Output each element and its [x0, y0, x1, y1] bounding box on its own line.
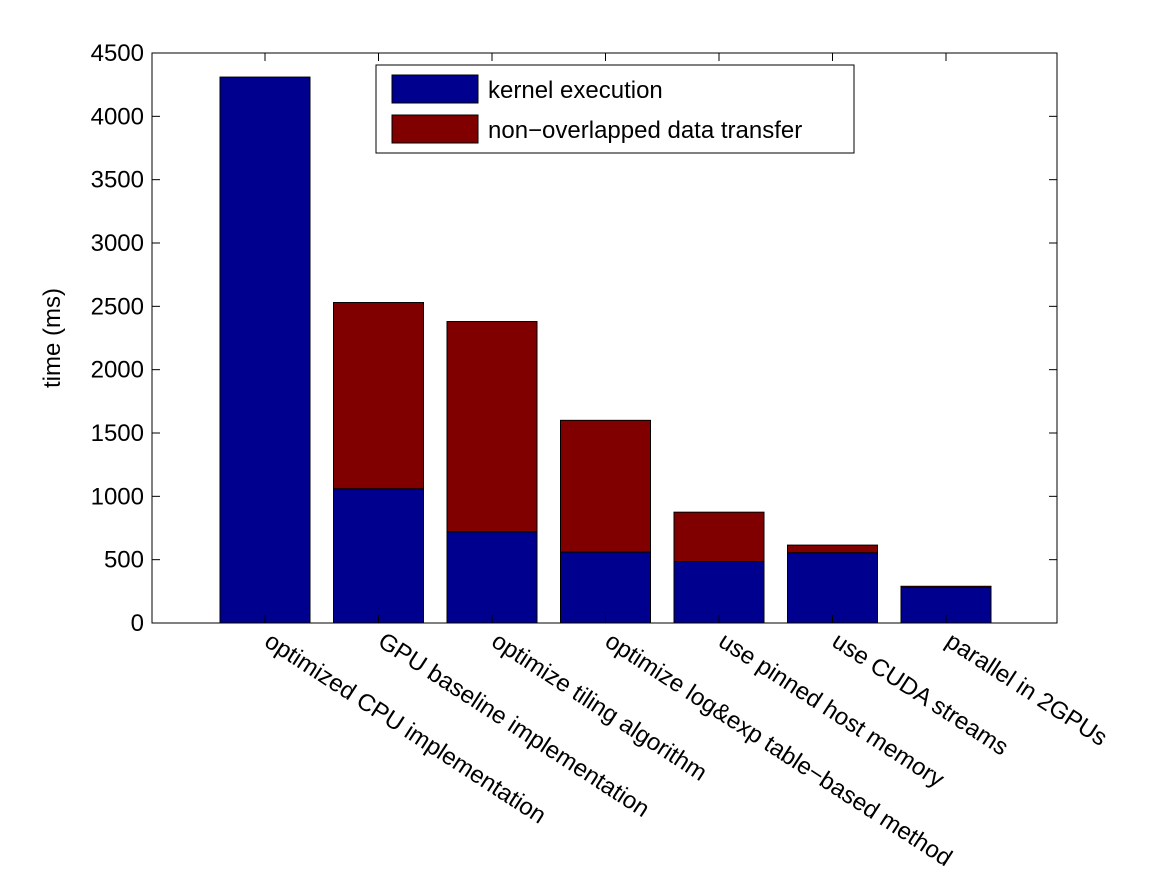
y-tick-label-3500: 3500 — [91, 167, 144, 194]
bar-kernel-execution-3 — [446, 531, 538, 624]
legend: kernel execution non−overlapped data tra… — [375, 64, 855, 154]
bar-kernel-execution-6 — [787, 552, 878, 624]
y-axis-label: time (ms) — [39, 288, 66, 388]
y-tick-label-0: 0 — [131, 610, 144, 637]
plot-area-frame — [151, 52, 1058, 624]
y-tick-label-1000: 1000 — [91, 483, 144, 510]
legend-label-data-transfer: non−overlapped data transfer — [488, 117, 802, 144]
bar-non-overlapped-data-transfer-6 — [787, 544, 878, 554]
y-tick-label-4500: 4500 — [91, 40, 144, 67]
bar-non-overlapped-data-transfer-2 — [333, 302, 424, 490]
legend-label-kernel-execution: kernel execution — [488, 77, 663, 104]
bar-kernel-execution-1 — [219, 76, 311, 624]
y-tick-label-2500: 2500 — [91, 293, 144, 320]
bar-non-overlapped-data-transfer-5 — [673, 511, 765, 563]
y-tick-label-1500: 1500 — [91, 420, 144, 447]
bars-group — [219, 76, 992, 624]
bar-kernel-execution-4 — [560, 551, 651, 624]
bar-non-overlapped-data-transfer-7 — [900, 585, 992, 589]
y-tick-label-3000: 3000 — [91, 230, 144, 257]
bar-non-overlapped-data-transfer-3 — [446, 321, 538, 533]
bar-kernel-execution-2 — [333, 488, 424, 624]
legend-swatch-kernel-execution — [391, 74, 479, 104]
bar-non-overlapped-data-transfer-4 — [560, 419, 651, 553]
bar-kernel-execution-5 — [673, 561, 765, 624]
y-tick-label-500: 500 — [104, 547, 144, 574]
legend-swatch-data-transfer — [391, 114, 479, 144]
y-tick-label-2000: 2000 — [91, 357, 144, 384]
y-tick-label-4000: 4000 — [91, 103, 144, 130]
y-axis: 0 500 1000 1500 2000 2500 3000 3500 4000 4500 — [91, 40, 1057, 637]
